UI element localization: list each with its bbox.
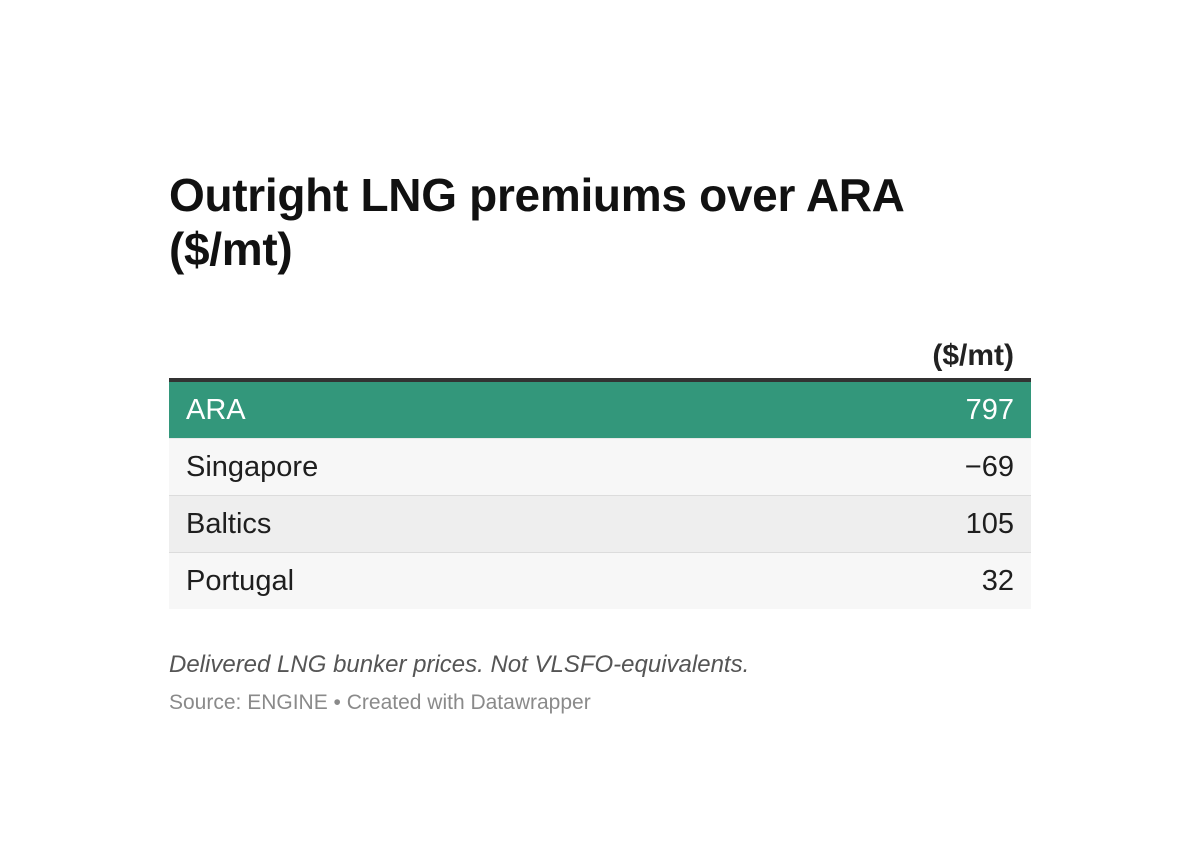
chart-notes: Delivered LNG bunker prices. Not VLSFO-e…: [169, 651, 750, 678]
chart-title: Outright LNG premiums over ARA ($/mt): [169, 169, 903, 275]
table-row: Baltics 105: [169, 496, 1031, 553]
row-label: Singapore: [186, 450, 319, 483]
table-row: Portugal 32: [169, 553, 1031, 609]
table-row: ARA 797: [169, 382, 1031, 439]
row-value: −69: [964, 450, 1014, 483]
table-body: ARA 797 Singapore −69 Baltics 105 Portug…: [169, 382, 1031, 609]
chart-source: Source: ENGINE • Created with Datawrappe…: [169, 691, 591, 714]
table-row: Singapore −69: [169, 439, 1031, 496]
chart-container: Outright LNG premiums over ARA ($/mt) ($…: [169, 168, 1031, 717]
row-value: 797: [965, 393, 1014, 426]
row-label: Portugal: [186, 564, 295, 597]
row-label: Baltics: [186, 507, 272, 540]
row-value: 105: [965, 507, 1014, 540]
row-value: 32: [981, 564, 1014, 597]
row-label: ARA: [186, 393, 246, 426]
table-header: ($/mt): [169, 334, 1031, 382]
value-column-header: ($/mt): [932, 339, 1014, 372]
